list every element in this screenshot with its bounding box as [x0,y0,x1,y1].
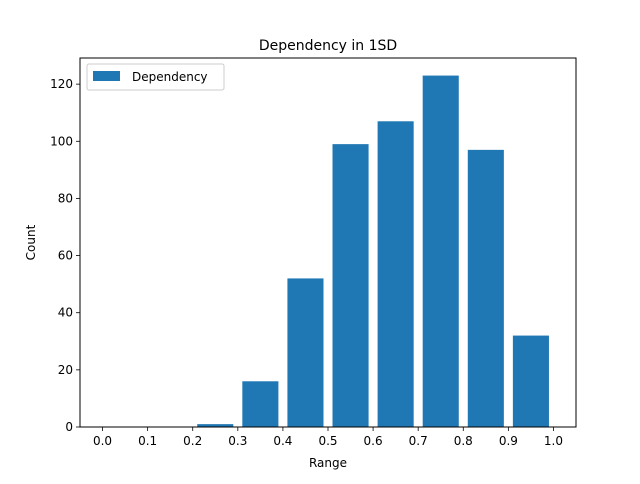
ticks-layer: 0.0 0.1 0.2 0.3 0.4 0.5 0.6 0.7 0.8 0.9 1.0 0 20 40 60… [50,77,563,448]
y-tick-label-6: 120 [50,77,73,91]
x-axis-label: Range [309,456,347,470]
y-tick-label-0: 0 [65,420,73,434]
x-tick-label-0: 0.0 [93,434,112,448]
y-tick-label-1: 20 [58,363,73,377]
y-axis-label: Count [24,224,38,260]
y-tick-label-3: 60 [58,249,73,263]
legend-box [86,63,225,91]
legend: Dependency [86,63,225,91]
plot-frame [79,57,577,428]
x-tick-label-2: 0.2 [183,434,202,448]
chart-title: Dependency in 1SD [259,38,397,54]
y-tick-label-5: 100 [50,134,73,148]
x-tick-label-6: 0.6 [364,434,383,448]
legend-label: Dependency [132,70,208,84]
bar-4 [287,278,324,427]
legend-swatch [93,71,120,81]
bars-layer [197,75,549,428]
x-tick-label-9: 0.9 [499,434,518,448]
bar-3 [242,381,279,427]
bar-9 [512,335,549,427]
bar-2 [197,424,234,427]
x-tick-label-7: 0.7 [409,434,428,448]
x-tick-label-3: 0.3 [228,434,247,448]
x-tick-label-5: 0.5 [318,434,337,448]
y-tick-label-2: 40 [58,306,73,320]
x-tick-label-4: 0.4 [273,434,292,448]
bar-5 [332,144,369,427]
x-tick-label-10: 1.0 [544,434,563,448]
bar-7 [422,75,459,428]
bar-6 [377,121,414,428]
y-tick-label-4: 80 [58,191,73,205]
x-tick-label-1: 0.1 [138,434,157,448]
x-tick-label-8: 0.8 [454,434,473,448]
bar-8 [467,149,504,427]
